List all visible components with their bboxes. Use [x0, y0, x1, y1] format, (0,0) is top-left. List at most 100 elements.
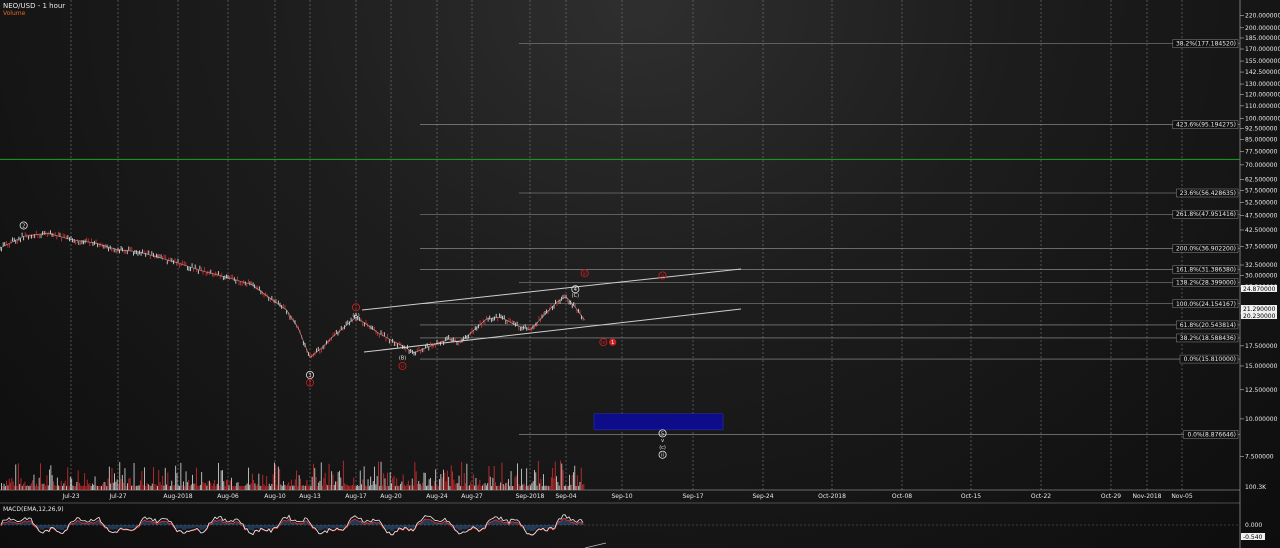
volume-bar [307, 485, 309, 490]
volume-bar [194, 483, 196, 490]
volume-bar [46, 475, 48, 490]
volume-bar [536, 485, 538, 490]
volume-bar [166, 484, 167, 490]
volume-bar [393, 475, 395, 490]
y-tick-label: 130.000000 [1245, 81, 1280, 88]
macd-signal-line [0, 517, 584, 535]
volume-bar [111, 467, 113, 490]
y-tick-label: 200.000000 [1245, 25, 1280, 32]
volume-bar [206, 485, 208, 490]
volume-bar [158, 469, 160, 490]
volume-bar [350, 485, 352, 490]
volume-bar [335, 481, 336, 490]
macd-line [0, 514, 584, 536]
volume-bar [27, 484, 28, 490]
volume-bar [423, 472, 425, 490]
wave-label: 5 [661, 431, 664, 437]
volume-bar [264, 486, 266, 490]
y-tick-label: 170.000000 [1245, 46, 1280, 53]
volume-bar [485, 485, 487, 490]
volume-bar [398, 485, 400, 490]
wave-label: ii [661, 453, 664, 459]
volume-bar [209, 480, 210, 490]
y-tick-label: 185.000000 [1245, 35, 1280, 42]
volume-bar [444, 472, 446, 490]
volume-bar [431, 485, 433, 490]
volume-bar [385, 485, 387, 490]
volume-bar [498, 485, 500, 490]
volume-bar [415, 471, 417, 490]
volume-bar [66, 485, 67, 490]
volume-bar [274, 462, 275, 490]
volume-bar [59, 486, 61, 490]
volume-bar [229, 480, 231, 490]
volume-bar [394, 485, 396, 490]
volume-bar [427, 485, 429, 490]
volume-bar [101, 485, 102, 490]
volume-bar [550, 477, 552, 490]
volume-bar [353, 477, 355, 490]
volume-bar [387, 472, 388, 490]
grid-lines [70, 0, 1183, 490]
volume-bar [132, 485, 134, 490]
volume-bar [414, 462, 416, 490]
volume-bar [492, 477, 494, 490]
volume-bar [370, 476, 372, 490]
volume-bar [504, 485, 505, 490]
volume-bar [417, 484, 418, 490]
macd-label: MACD(EMA,12,26,9) [3, 506, 64, 513]
volume-bar [479, 479, 481, 490]
volume-bar [331, 471, 333, 490]
volume-bar [142, 484, 144, 490]
volume-bar [306, 480, 308, 490]
volume-bar [71, 478, 73, 490]
volume-bar [80, 485, 82, 490]
volume-bar [227, 479, 229, 490]
volume-bar [20, 478, 22, 490]
volume-bar [258, 473, 260, 490]
y-tick-label: 92.500000 [1245, 125, 1278, 132]
volume-bar [493, 466, 495, 490]
volume-bar [73, 485, 75, 490]
wave-label: v [661, 438, 664, 444]
volume-bar [375, 484, 377, 490]
fib-label-box [1172, 244, 1239, 253]
volume-bar [34, 485, 36, 490]
volume-bar [37, 485, 39, 490]
volume-bar [171, 480, 173, 490]
volume-bar [404, 485, 405, 490]
volume-bar [183, 481, 184, 490]
volume-bar [454, 483, 456, 490]
volume-bar [179, 485, 180, 490]
y-tick-label: 62.500000 [1245, 177, 1278, 184]
volume-bar [2, 485, 4, 490]
volume-bar [359, 470, 361, 490]
volume-bar [55, 485, 57, 490]
fib-label-box [1172, 209, 1239, 219]
volume-bar [311, 476, 313, 490]
macd-series [0, 514, 584, 536]
volume-bar [469, 485, 470, 490]
volume-bar [548, 485, 550, 490]
volume-bar [173, 485, 175, 490]
volume-bar [561, 463, 563, 490]
volume-bar [188, 480, 190, 490]
volume-bar [108, 466, 110, 490]
volume-bar [519, 485, 521, 490]
volume-bar [357, 485, 359, 490]
volume-bar [467, 485, 469, 490]
volume-bar [392, 477, 394, 490]
volume-bar [346, 484, 348, 490]
wave-label: 2 [22, 223, 25, 229]
volume-bar [106, 485, 108, 490]
volume-bar [15, 464, 17, 490]
volume-bar [276, 485, 278, 490]
volume-bar [440, 474, 442, 490]
volume-bar [56, 477, 58, 490]
volume-bar [172, 485, 174, 490]
volume-bar [506, 482, 508, 490]
volume-bar [68, 485, 70, 490]
volume-bar [263, 484, 265, 490]
volume-bar [409, 485, 411, 490]
